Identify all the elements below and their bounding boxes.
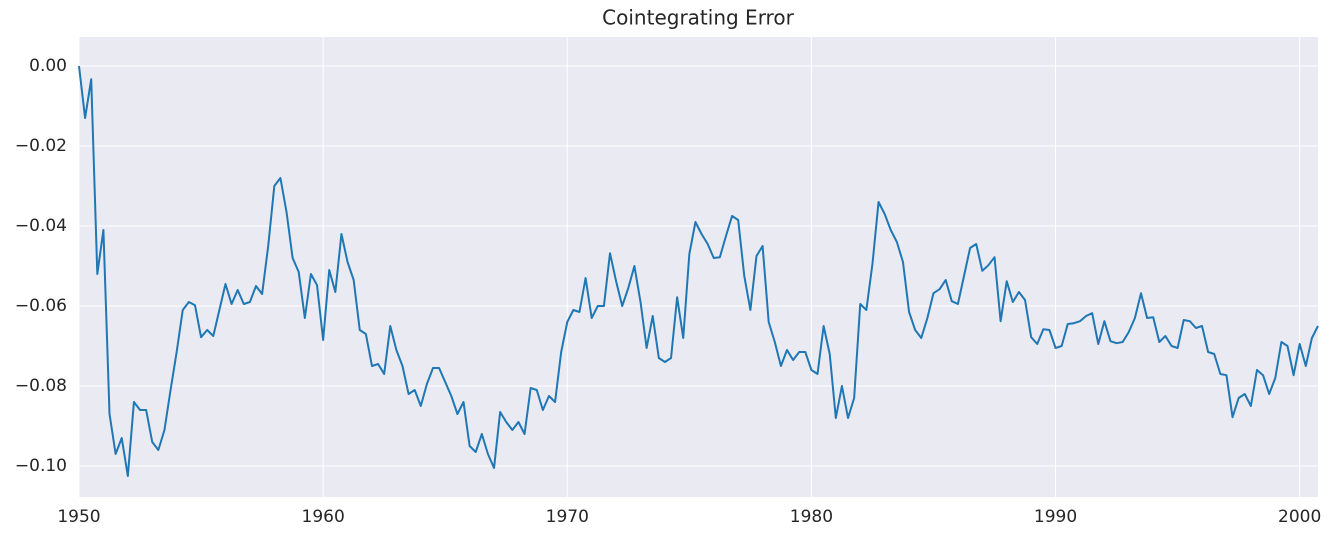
line <box>78 65 1319 477</box>
x-tick-label: 1990 <box>1034 507 1077 527</box>
y-tick-label: −0.08 <box>15 376 67 396</box>
chart-title: Cointegrating Error <box>602 6 794 30</box>
x-tick-label: 2000 <box>1278 507 1321 527</box>
x-tick-label: 1980 <box>790 507 833 527</box>
y-tick-label: −0.02 <box>15 136 67 156</box>
x-tick-label: 1960 <box>302 507 345 527</box>
y-tick-label: −0.10 <box>15 456 67 476</box>
x-tick-label: 1950 <box>57 507 100 527</box>
y-tick-label: 0.00 <box>29 56 67 76</box>
y-tick-label: −0.04 <box>15 216 67 236</box>
x-tick-label: 1970 <box>546 507 589 527</box>
plot-area <box>79 37 1318 497</box>
y-tick-label: −0.06 <box>15 296 67 316</box>
